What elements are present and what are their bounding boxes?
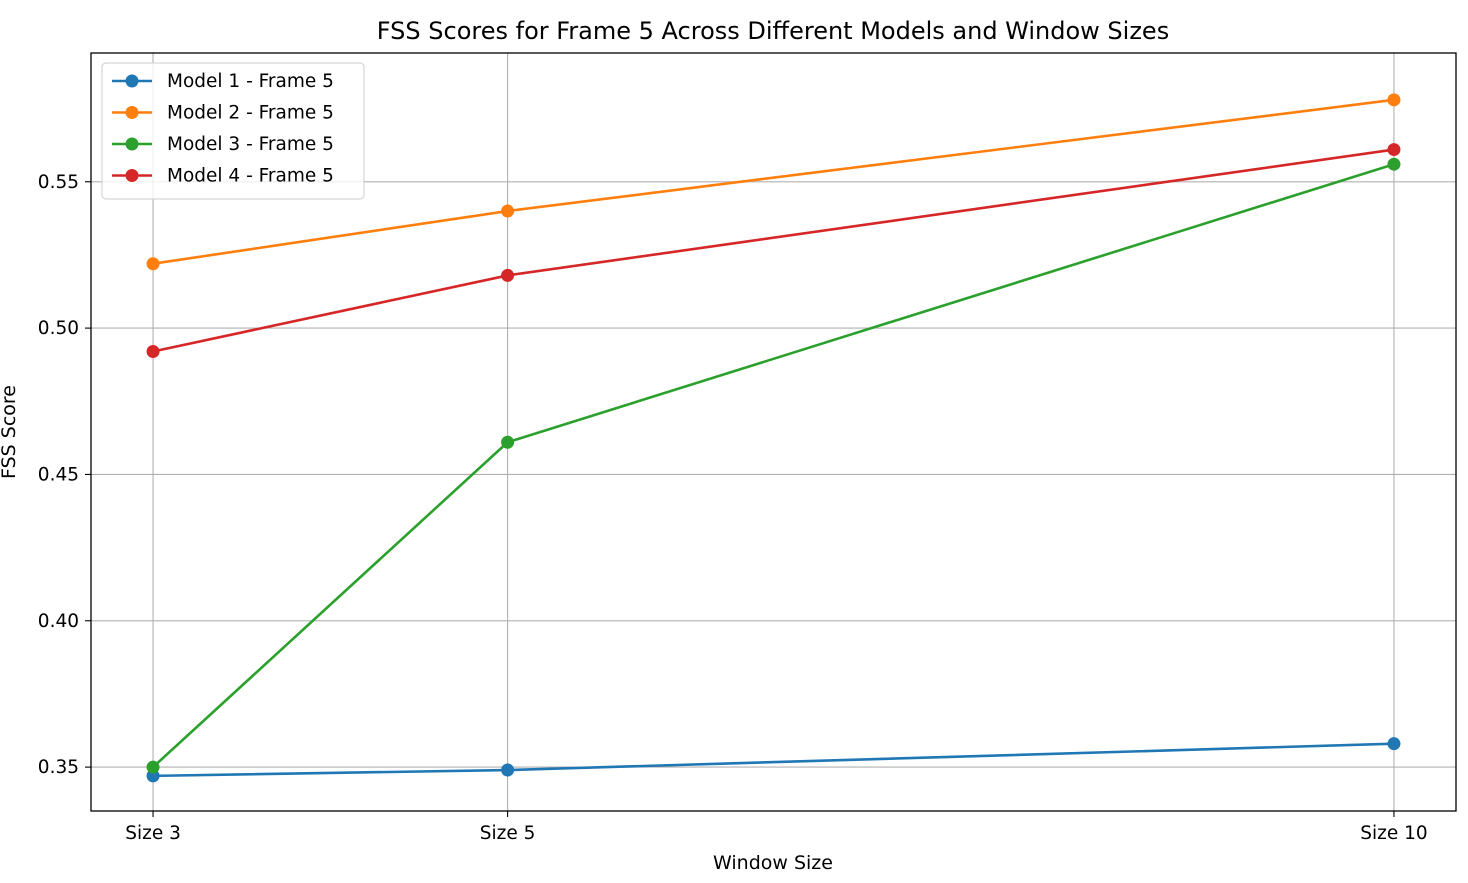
data-point xyxy=(146,257,160,271)
data-point xyxy=(1387,143,1401,157)
legend-entry: Model 4 - Frame 5 xyxy=(112,166,334,187)
y-tick-label: 0.55 xyxy=(38,172,79,193)
data-series xyxy=(146,93,1401,783)
y-tick-label: 0.45 xyxy=(38,464,79,485)
data-point xyxy=(1387,737,1401,751)
data-point xyxy=(501,763,515,777)
legend-entries: Model 1 - Frame 5 Model 2 - Frame 5 Model … xyxy=(112,71,334,187)
x-tick-label: Size 5 xyxy=(480,823,536,844)
x-tick-label: Size 3 xyxy=(125,823,181,844)
series-3 xyxy=(146,157,1401,774)
series-4 xyxy=(146,143,1401,359)
legend: Model 1 - Frame 5 Model 2 - Frame 5 Model … xyxy=(101,62,365,200)
x-tick-label: Size 10 xyxy=(1360,823,1427,844)
legend-label: Model 2 - Frame 5 xyxy=(167,103,334,124)
y-tick-label: 0.35 xyxy=(38,757,79,778)
data-point xyxy=(146,760,160,774)
data-point xyxy=(501,435,515,449)
legend-entry: Model 2 - Frame 5 xyxy=(112,103,334,124)
legend-label: Model 3 - Frame 5 xyxy=(167,134,334,155)
data-point xyxy=(146,345,160,359)
x-axis-label: Window Size xyxy=(713,852,833,874)
y-tick-label: 0.50 xyxy=(38,318,79,339)
legend-label: Model 1 - Frame 5 xyxy=(167,71,334,92)
data-point xyxy=(1387,157,1401,171)
chart-title: FSS Scores for Frame 5 Across Different … xyxy=(377,17,1169,45)
data-point xyxy=(501,268,515,282)
plot-area-frame xyxy=(90,52,1457,812)
data-point xyxy=(501,204,515,218)
legend-box xyxy=(101,62,365,200)
legend-entry: Model 1 - Frame 5 xyxy=(112,71,334,92)
legend-marker-swatch xyxy=(125,74,139,88)
data-point xyxy=(1387,93,1401,107)
legend-marker-swatch xyxy=(125,169,139,182)
legend-marker-swatch xyxy=(125,137,139,151)
y-axis-label: FSS Score xyxy=(0,385,20,479)
legend-marker-swatch xyxy=(125,106,139,119)
legend-label: Model 4 - Frame 5 xyxy=(167,166,334,187)
series-2 xyxy=(146,93,1401,271)
legend-entry: Model 3 - Frame 5 xyxy=(112,134,334,155)
y-tick-label: 0.40 xyxy=(38,611,79,632)
axis-ticks: Size 3 Size 5 Size 10 0.35 0.40 0.45 0.50 0.55 xyxy=(38,172,1428,844)
